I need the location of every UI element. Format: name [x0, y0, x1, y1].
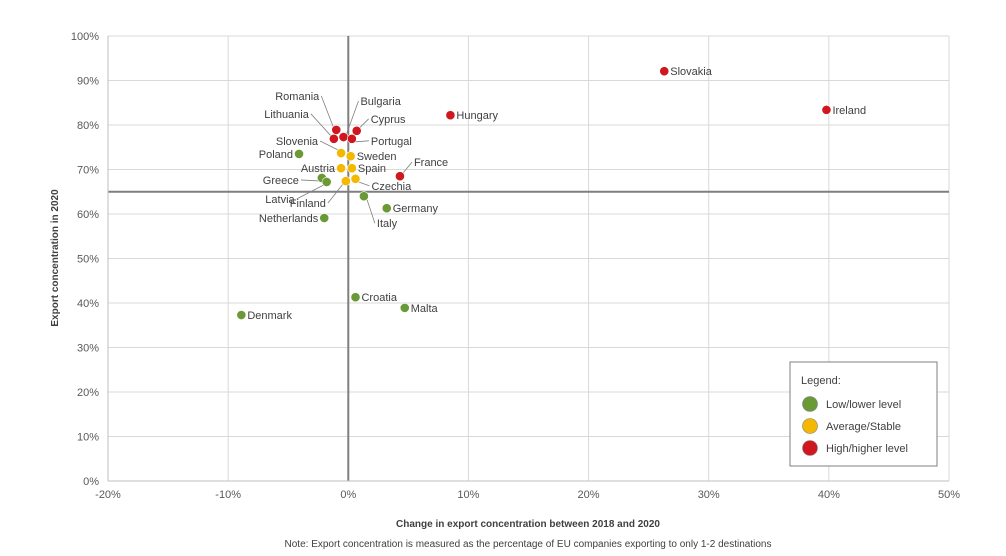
- label-cyprus: Cyprus: [371, 114, 406, 126]
- x-tick-label: 50%: [938, 489, 960, 501]
- point-croatia: [350, 292, 361, 303]
- point-latvia: [321, 177, 332, 187]
- point-poland: [294, 149, 304, 159]
- label-latvia: Latvia: [265, 194, 295, 206]
- y-tick-labels: 0% 10% 20% 30% 40% 50% 60% 70% 80% 90% 100%: [71, 31, 99, 488]
- point-italy: [359, 191, 369, 202]
- leader-portugal: [354, 140, 369, 143]
- label-bulgaria: Bulgaria: [360, 96, 401, 108]
- data-labels: Slovakia Ireland Hungary France Romania Lithu…: [247, 66, 866, 322]
- point-ireland: [821, 104, 832, 115]
- point-portugal: [346, 133, 357, 144]
- leader-greece: [300, 179, 319, 182]
- x-tick-label: -20%: [95, 489, 121, 501]
- legend-label-high: High/higher level: [826, 443, 908, 455]
- point-denmark: [236, 310, 247, 320]
- leader-romania: [320, 95, 334, 128]
- y-tick-label: 90%: [77, 76, 99, 88]
- label-denmark: Denmark: [247, 310, 292, 322]
- legend-marker-high: [802, 440, 818, 456]
- leader-cyprus: [359, 118, 369, 129]
- point-france: [395, 171, 405, 182]
- label-romania: Romania: [275, 91, 320, 103]
- point-slovenia: [336, 148, 346, 158]
- point-hungary: [445, 110, 456, 121]
- point-netherlands: [319, 213, 330, 223]
- leader-italy: [366, 199, 376, 224]
- legend: Legend: Low/lower level Average/Stable Hig…: [789, 361, 938, 467]
- point-austria: [336, 163, 346, 174]
- label-france: France: [414, 157, 448, 169]
- label-slovenia: Slovenia: [276, 136, 319, 148]
- leader-slovenia: [319, 140, 339, 151]
- label-portugal: Portugal: [371, 136, 412, 148]
- axes: [107, 36, 949, 482]
- label-netherlands: Netherlands: [259, 213, 319, 225]
- point-cyprus: [351, 125, 362, 136]
- legend-title: Legend:: [801, 375, 841, 387]
- x-tick-label: 10%: [457, 489, 479, 501]
- label-spain: Spain: [358, 163, 386, 175]
- legend-label-avg: Average/Stable: [826, 421, 901, 433]
- point-slovakia: [659, 66, 670, 77]
- point-czechia: [350, 173, 361, 184]
- label-poland: Poland: [259, 149, 293, 161]
- y-tick-label: 80%: [77, 120, 99, 132]
- label-lithuania: Lithuania: [264, 109, 310, 121]
- legend-marker-avg: [802, 418, 818, 434]
- label-sweden: Sweden: [357, 151, 397, 163]
- point-bulgaria: [338, 132, 349, 142]
- label-germany: Germany: [393, 203, 439, 215]
- x-tick-label: 0%: [340, 489, 356, 501]
- label-italy: Italy: [377, 218, 398, 230]
- y-tick-label: 70%: [77, 165, 99, 177]
- leader-czechia: [358, 181, 370, 187]
- label-malta: Malta: [411, 303, 439, 315]
- y-tick-label: 0%: [83, 476, 99, 488]
- point-spain: [346, 163, 357, 174]
- y-tick-label: 100%: [71, 31, 99, 43]
- x-tick-label: -10%: [215, 489, 241, 501]
- x-tick-label: 30%: [698, 489, 720, 501]
- y-axis-title: Export concentration in 2020: [50, 189, 61, 327]
- x-tick-label: 40%: [818, 489, 840, 501]
- label-croatia: Croatia: [361, 292, 397, 304]
- y-tick-label: 10%: [77, 432, 99, 444]
- point-lithuania: [328, 133, 339, 144]
- label-greece: Greece: [263, 175, 299, 187]
- point-finland: [340, 176, 351, 186]
- leader-finland: [327, 183, 344, 204]
- label-leader-lines: [296, 95, 413, 224]
- legend-label-low: Low/lower level: [826, 399, 901, 411]
- chart-note: Note: Export concentration is measured a…: [285, 539, 772, 550]
- point-germany: [381, 203, 392, 214]
- y-tick-label: 40%: [77, 298, 99, 310]
- point-romania: [331, 124, 342, 135]
- x-tick-label: 20%: [578, 489, 600, 501]
- leader-lithuania: [310, 113, 332, 137]
- y-tick-label: 60%: [77, 209, 99, 221]
- leader-france: [402, 161, 413, 174]
- label-finland: Finland: [290, 198, 326, 210]
- reference-lines: [108, 36, 949, 481]
- leader-bulgaria: [346, 100, 359, 135]
- point-sweden: [345, 151, 356, 162]
- y-tick-label: 30%: [77, 343, 99, 355]
- x-axis-title: Change in export concentration between 2…: [396, 519, 660, 530]
- label-czechia: Czechia: [371, 181, 412, 193]
- label-hungary: Hungary: [456, 110, 498, 122]
- legend-marker-low: [802, 396, 818, 412]
- label-ireland: Ireland: [832, 105, 866, 117]
- y-tick-label: 50%: [77, 254, 99, 266]
- label-slovakia: Slovakia: [670, 66, 712, 78]
- label-austria: Austria: [301, 163, 336, 175]
- point-malta: [399, 302, 410, 313]
- leader-latvia: [296, 184, 324, 200]
- data-points: [236, 66, 832, 320]
- y-tick-label: 20%: [77, 387, 99, 399]
- x-tick-labels: -20% -10% 0% 10% 20% 30% 40% 50%: [95, 489, 960, 501]
